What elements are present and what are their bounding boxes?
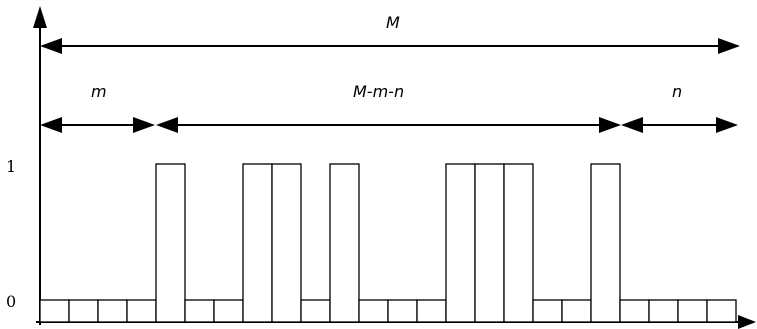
bit-cell-low xyxy=(532,299,563,323)
bit-cell-low xyxy=(648,299,679,323)
m-segment-arrow xyxy=(40,117,155,133)
n-segment-arrow xyxy=(621,117,738,133)
bit-cell-high xyxy=(155,163,186,323)
y-tick-one: 1 xyxy=(6,157,16,176)
total-arrow-left-head xyxy=(40,38,62,54)
bit-cell-high xyxy=(271,163,302,323)
x-axis-arrowhead xyxy=(738,315,756,329)
bit-cell-high xyxy=(503,163,534,323)
bit-cell-high xyxy=(474,163,505,323)
bit-cell-low xyxy=(126,299,157,323)
bit-cell-low xyxy=(561,299,592,323)
m-segment-label: m xyxy=(91,82,107,101)
bit-cell-high xyxy=(242,163,273,323)
bit-cell-high xyxy=(445,163,476,323)
bit-cell-low xyxy=(97,299,128,323)
n-segment-label: n xyxy=(672,82,682,101)
bit-cell-low xyxy=(39,299,70,323)
bit-cell-low xyxy=(213,299,244,323)
bit-cell-high xyxy=(329,163,360,323)
middle-segment-arrow xyxy=(156,117,621,133)
bit-cell-low xyxy=(416,299,447,323)
bit-cell-low xyxy=(358,299,389,323)
y-axis-arrowhead xyxy=(33,6,47,28)
bit-cells xyxy=(39,163,737,323)
bit-cell-low xyxy=(619,299,650,323)
total-arrow-right-head xyxy=(718,38,740,54)
bit-cell-low xyxy=(300,299,331,323)
bit-cell-low xyxy=(706,299,737,323)
total-length-label: M xyxy=(386,13,400,32)
bit-cell-high xyxy=(590,163,621,323)
bit-cell-low xyxy=(387,299,418,323)
bit-cell-low xyxy=(184,299,215,323)
y-tick-zero: 0 xyxy=(6,292,16,311)
bit-cell-low xyxy=(677,299,708,323)
bit-cell-low xyxy=(68,299,99,323)
middle-segment-label: M-m-n xyxy=(353,82,404,101)
